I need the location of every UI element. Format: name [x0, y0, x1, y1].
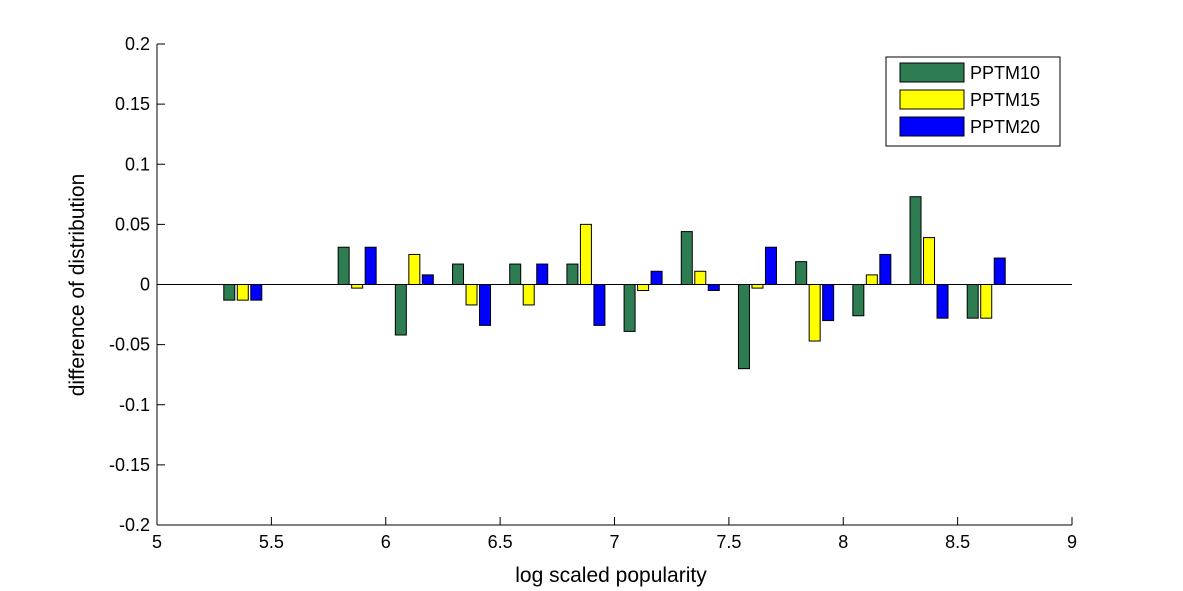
- bar-pptm10-2: [337, 246, 350, 285]
- y-tick-label-1: -0.15: [109, 455, 150, 475]
- x-tick-label-2: 6: [381, 532, 391, 552]
- bar-pptm20-10: [822, 284, 835, 322]
- x-tick-label-6: 8: [838, 532, 848, 552]
- y-tick-label-4: 0: [140, 275, 150, 295]
- y-tick-label-2: -0.1: [119, 395, 150, 415]
- bar-pptm10-13: [966, 284, 979, 319]
- bar-pptm10-10: [795, 261, 808, 285]
- x-tick-label-8: 9: [1067, 532, 1077, 552]
- bar-pptm10-0: [223, 284, 236, 301]
- legend-label-1: PPTM15: [970, 90, 1040, 110]
- bar-pptm10-6: [566, 263, 579, 285]
- x-tick-label-1: 5.5: [259, 532, 284, 552]
- bar-pptm20-11: [879, 253, 892, 286]
- bar-pptm15-13: [980, 284, 993, 319]
- legend: PPTM10 PPTM15 PPTM20: [885, 56, 1061, 147]
- bar-pptm20-3: [421, 274, 434, 286]
- y-tick-label-8: 0.2: [125, 34, 150, 54]
- bar-pptm15-12: [923, 237, 936, 286]
- bar-pptm10-4: [452, 263, 465, 285]
- legend-swatch-0: [899, 62, 965, 83]
- x-tick-label-7: 8.5: [945, 532, 970, 552]
- bar-pptm15-7: [637, 284, 650, 292]
- bar-pptm10-11: [852, 284, 865, 317]
- legend-swatch-1: [899, 89, 965, 110]
- axes-layer: 5 5.5 6 6.5 7 7.5 8 8.5 9 -0.2 -0.15 -0.1 -0.05 0 0.05…: [109, 34, 1077, 552]
- bar-pptm15-0: [236, 284, 249, 301]
- bar-pptm15-10: [808, 284, 821, 342]
- bar-pptm15-11: [865, 274, 878, 286]
- x-tick-label-4: 7: [609, 532, 619, 552]
- bar-pptm20-4: [479, 284, 492, 326]
- y-axis-label: difference of distribution: [66, 174, 89, 397]
- y-tick-label-0: -0.2: [119, 515, 150, 535]
- bar-pptm15-2: [351, 284, 364, 289]
- bar-pptm15-5: [522, 284, 535, 306]
- bar-pptm20-0: [250, 284, 263, 301]
- y-tick-label-3: -0.05: [109, 335, 150, 355]
- x-tick-label-3: 6.5: [488, 532, 513, 552]
- x-tick-label-0: 5: [152, 532, 162, 552]
- x-axis-label: log scaled popularity: [515, 564, 707, 587]
- bar-pptm15-9: [751, 284, 764, 289]
- bar-pptm20-7: [650, 270, 663, 285]
- y-tick-label-7: 0.15: [115, 94, 150, 114]
- legend-label-2: PPTM20: [970, 117, 1040, 137]
- bar-pptm20-5: [536, 263, 549, 285]
- bar-pptm15-3: [408, 253, 421, 286]
- bar-pptm20-6: [593, 284, 606, 326]
- bar-pptm10-8: [680, 231, 693, 285]
- y-tick-label-6: 0.1: [125, 154, 150, 174]
- bar-pptm20-9: [764, 246, 777, 285]
- legend-label-0: PPTM10: [970, 63, 1040, 83]
- bar-pptm10-7: [623, 284, 636, 332]
- bar-pptm10-12: [909, 196, 922, 285]
- bar-pptm15-4: [465, 284, 478, 306]
- bar-pptm10-3: [394, 284, 407, 336]
- bar-pptm20-12: [936, 284, 949, 319]
- bar-pptm20-8: [707, 284, 720, 292]
- bar-pptm15-8: [694, 270, 707, 285]
- bar-pptm20-13: [993, 257, 1006, 285]
- bar-pptm15-6: [579, 223, 592, 286]
- bar-pptm20-2: [364, 246, 377, 285]
- legend-swatch-2: [899, 116, 965, 137]
- y-tick-label-5: 0.05: [115, 214, 150, 234]
- bar-pptm10-9: [737, 284, 750, 370]
- bar-pptm10-5: [509, 263, 522, 285]
- x-tick-label-5: 7.5: [716, 532, 741, 552]
